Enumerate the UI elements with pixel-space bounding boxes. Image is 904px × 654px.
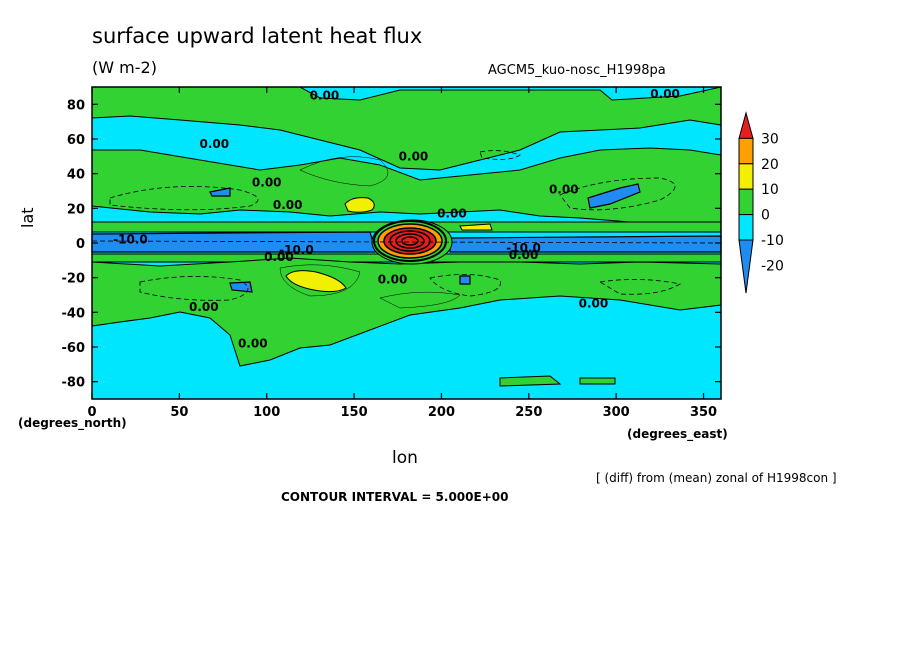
neg-contour-7 [91,240,722,244]
center-red [383,227,437,255]
contour-labels: 0.00 0.000.000.000.000.000.000.00-10.0-10… [113,87,680,351]
x-tick-label: 0 [87,405,96,420]
neg-contour-4 [429,274,502,297]
colorbar-top-arrow [738,111,754,139]
pos-contour-2 [379,291,461,309]
y-tick-label: 40 [67,168,85,183]
contour-label: 0.00 [579,297,609,311]
colorbar-segment [738,163,754,190]
contour-label: 0.00 [399,149,429,163]
x-tick-label: 100 [253,405,280,420]
x-tick-label: 50 [170,405,188,420]
chart-title: surface upward latent heat flux [92,24,423,48]
center-contour-2 [395,233,425,249]
colorbar-segment [738,137,754,165]
moderate-positive-regions [285,197,493,293]
pos-contour-1 [299,156,389,187]
x-tick-label: 250 [515,405,542,420]
colorbar-bottom-arrow [738,239,754,294]
contour-label: -10.0 [113,233,148,247]
contour-label: 0.00 [264,250,294,264]
model-name: AGCM5_kuo-nosc_H1998pa [488,63,666,78]
yellow-patch-south [285,270,347,293]
contour-label: -10.0 [279,243,314,257]
strong-negative-regions [91,183,722,293]
colorbar-label: 30 [761,131,779,147]
positive-contours [279,156,461,309]
contour-label: -10.0 [506,241,541,255]
colorbar-label: 10 [761,182,779,198]
y-tick-label: -40 [62,306,86,321]
y-axis-ticks: -80 -60 -40 -20 0 20 40 60 80 [62,98,721,391]
y-tick-label: 20 [67,202,85,217]
x-axis-label: lon [392,448,418,468]
y-tick-label: -80 [62,376,86,391]
negative-contours [91,150,722,301]
contour-label: 0.00 [650,87,680,101]
contour-label: 0.00 [189,300,219,314]
contour-label: 0.00 [509,248,539,262]
y-tick-label: 80 [67,98,85,113]
x-tick-label: 200 [428,405,455,420]
contour-label: 0.00 [273,198,303,212]
yellow-patch-east [459,223,493,231]
x-tick-label: 300 [603,405,630,420]
y-tick-label: -60 [62,341,86,356]
colorbar-label: -20 [761,258,784,274]
contour-label: 0.00 [549,182,579,196]
plot-area: 0.00 0.000.000.000.000.000.000.00-10.0-10… [62,86,722,420]
colorbar-segment [738,214,754,241]
si-blue-patch [459,275,471,285]
colorbar: 30 20 10 0 -10 -20 [738,111,784,294]
x-tick-label: 150 [341,405,368,420]
contour-label: 0.00 [378,272,408,286]
chart-units: (W m-2) [92,58,157,77]
contour-label: 0.00 [437,207,467,221]
neg-contour-3 [139,276,249,301]
contour-label: 0.00 [252,175,282,189]
colorbar-segment [738,188,754,216]
diff-note: [ (diff) from (mean) zonal of H1998con ] [596,471,837,485]
y-tick-label: -20 [62,272,86,287]
x-tick-label: 350 [690,405,717,420]
center-contour-4 [373,220,447,262]
contour-interval: CONTOUR INTERVAL = 5.000E+00 [281,490,509,504]
colorbar-label: -10 [761,233,784,249]
np-blue-patch [587,183,641,209]
yellow-patch-north [344,197,375,213]
neg-contour-2 [559,177,676,211]
y-tick-label: 0 [76,237,85,252]
x-axis-ticks: 0 50 100 150 200 250 300 350 [87,87,717,420]
equatorial-blue-band-east [449,235,722,253]
contour-label: 0.00 [238,337,268,351]
center-contour-3 [401,236,419,246]
center-contour-1 [389,230,431,252]
neg-contour-6 [598,279,682,295]
contour-label: 0.00 [310,89,340,103]
antarctic-green-2 [579,377,616,385]
contour-label: 0.00 [200,137,230,151]
x-axis-unit: (degrees_north) [18,416,127,430]
na-blue-patch [209,187,231,197]
neg-contour-1 [109,186,259,211]
pos-contour-3 [279,264,361,297]
colorbar-label: 0 [761,208,770,224]
neg-contour-5 [479,150,521,160]
arctic-green-west [91,86,722,171]
antarctic-green [499,375,562,387]
colorbar-label: 20 [761,157,779,173]
sa-blue-patch [229,281,253,293]
strong-positive-center [371,219,453,265]
y-tick-label: 60 [67,133,85,148]
y-axis-unit: (degrees_east) [627,427,728,441]
